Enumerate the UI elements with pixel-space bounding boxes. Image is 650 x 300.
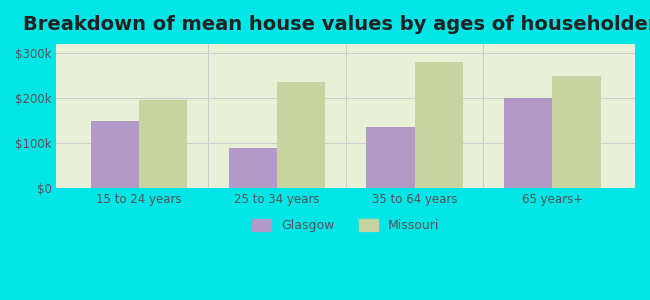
Bar (229, 148, 277, 188)
Bar (139, 100, 187, 188)
Bar (504, 98, 552, 188)
Bar (367, 128, 415, 188)
Bar (277, 82, 325, 188)
Title: Breakdown of mean house values by ages of householders: Breakdown of mean house values by ages o… (23, 15, 650, 34)
Legend: Glasgow, Missouri: Glasgow, Missouri (247, 214, 445, 237)
Bar (91, 121, 139, 188)
Bar (415, 62, 463, 188)
Bar (552, 76, 601, 188)
